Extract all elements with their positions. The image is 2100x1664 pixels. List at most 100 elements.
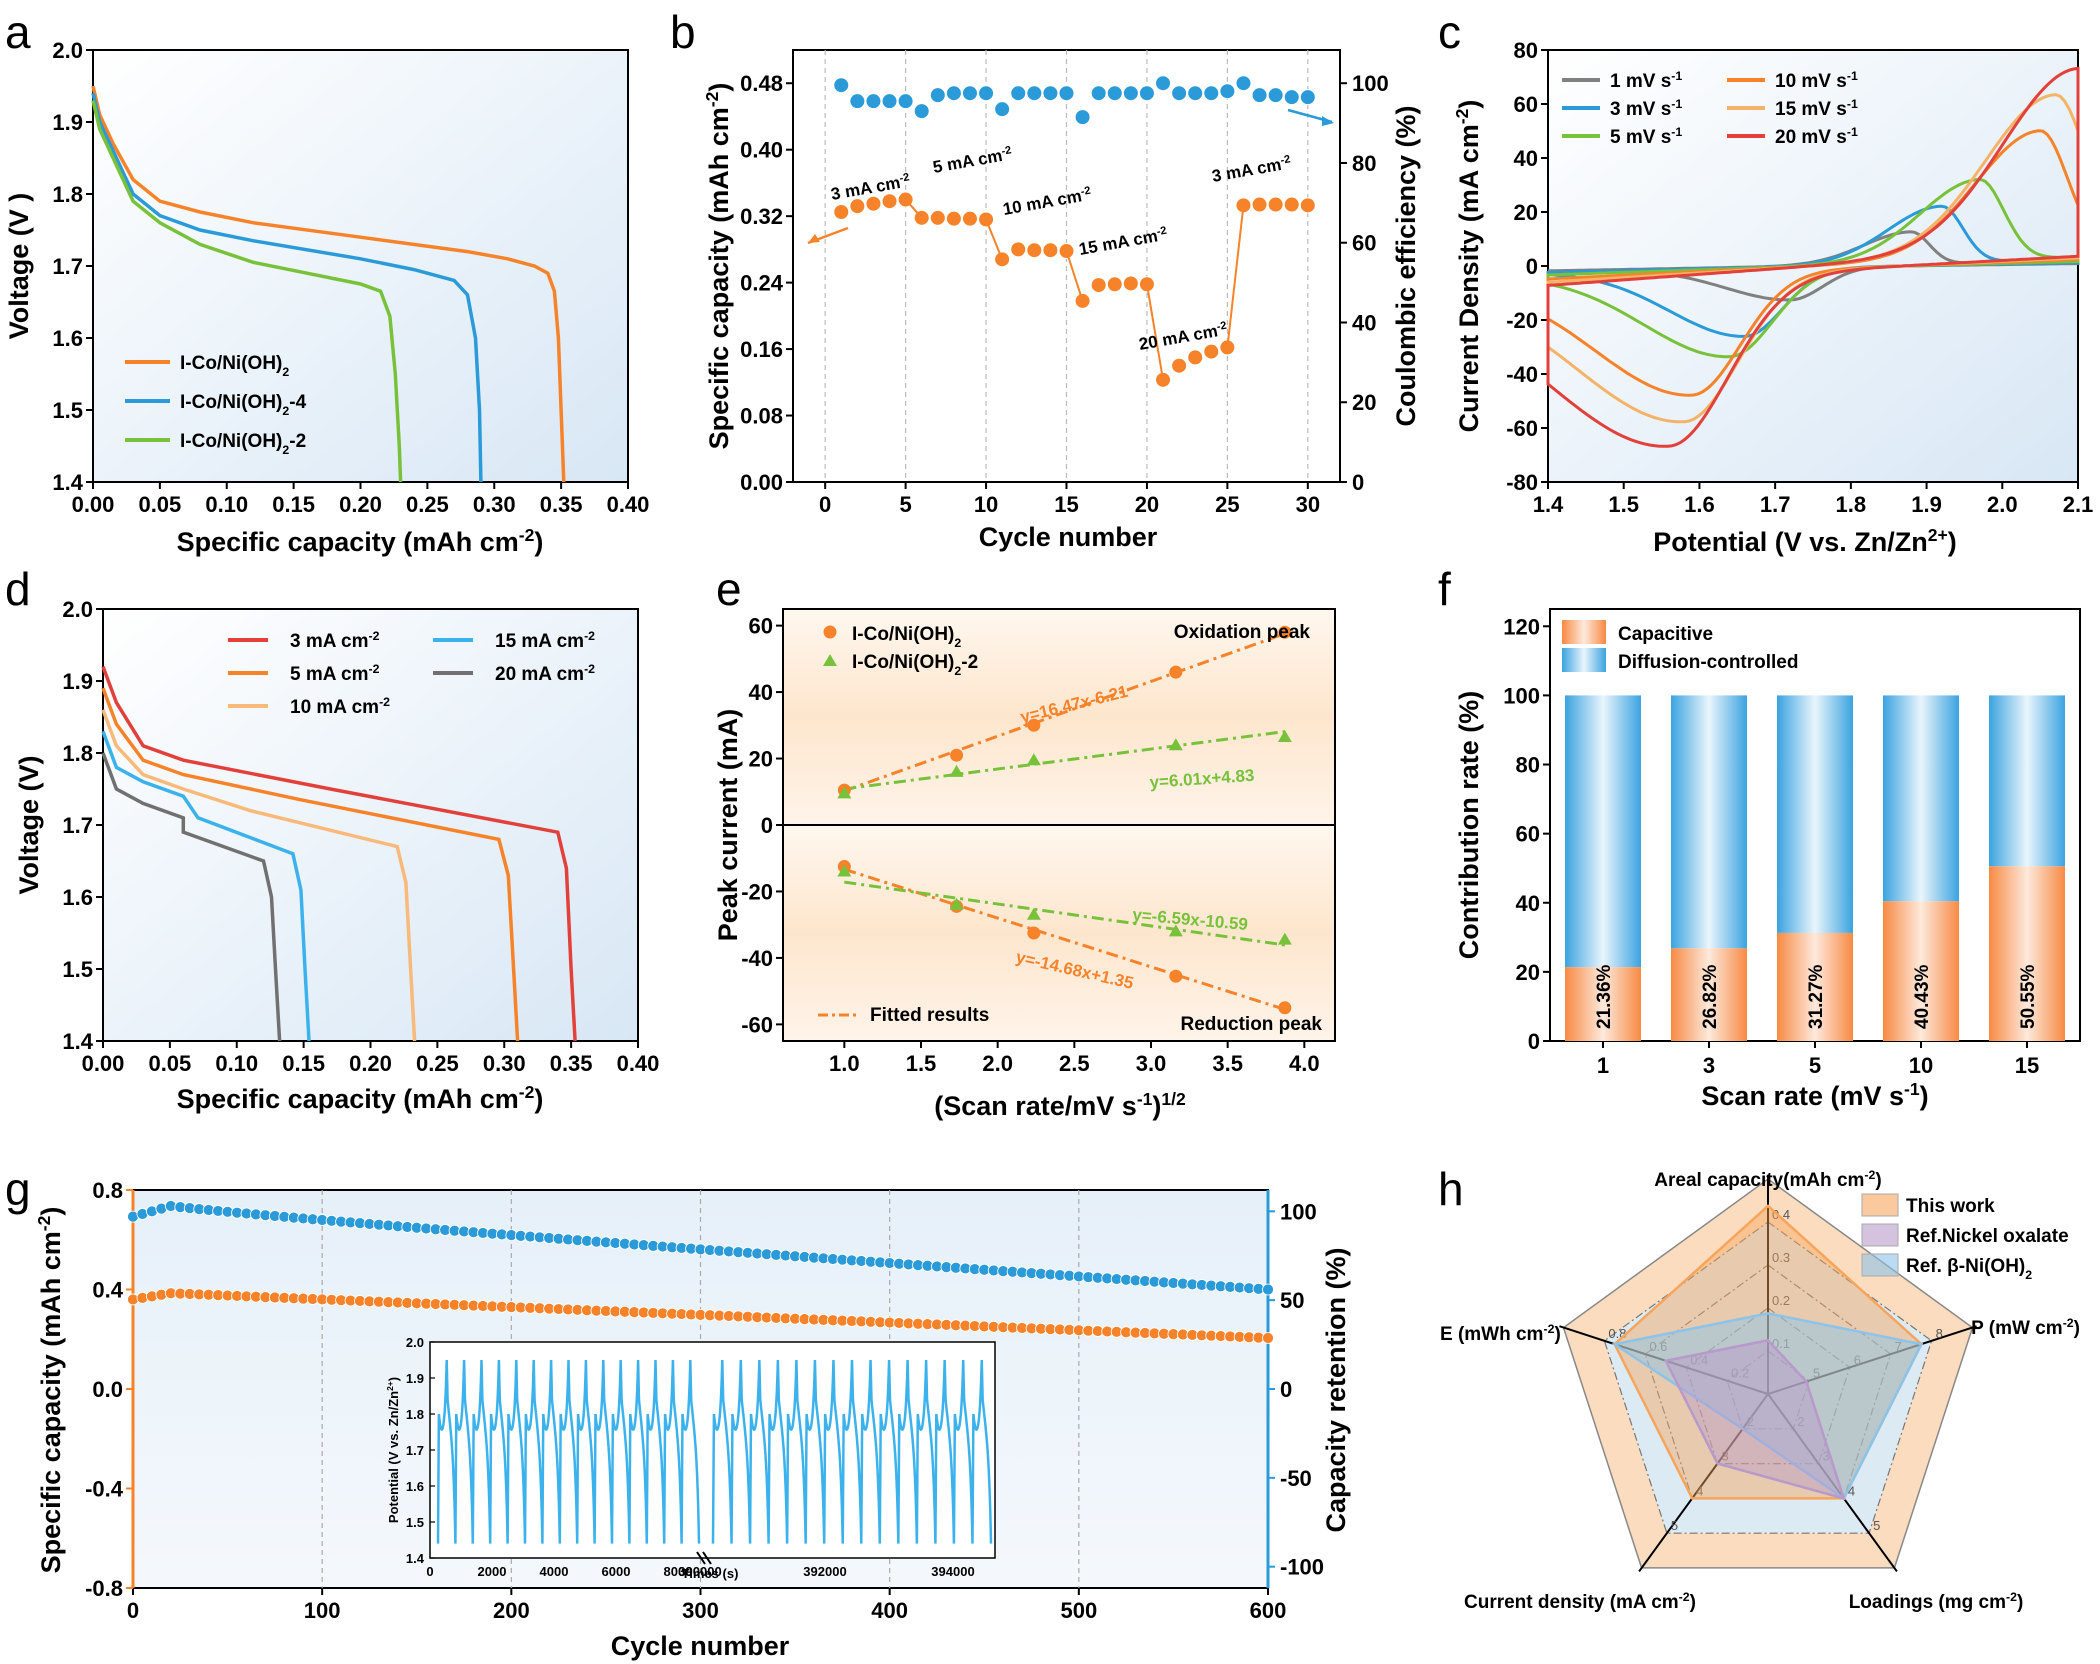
efficiency-point (833, 77, 850, 94)
legend-entry: 15 mA cm-2 (495, 629, 595, 652)
capacity-point (1171, 357, 1188, 374)
efficiency-point (945, 85, 962, 102)
y2-tick-label: -100 (1280, 1555, 1324, 1580)
cv-curve (1546, 66, 2080, 448)
diffusion-bar (1565, 695, 1641, 968)
inset-y-tick-label: 1.4 (406, 1551, 425, 1566)
efficiency-point (978, 85, 995, 102)
y-axis-label: Specific capacity (mAh cm-2) (702, 83, 734, 450)
x-tick-label: 0 (127, 1598, 139, 1623)
x-tick-label: 15 (1054, 492, 1078, 517)
legend-swatch (1562, 620, 1606, 644)
y-tick-label: -60 (741, 1012, 773, 1037)
x-tick-label: 1.7 (1760, 492, 1791, 517)
y-tick-label: 60 (1516, 822, 1540, 847)
fit-line (843, 632, 1286, 793)
y-tick-label: 0.0 (92, 1377, 123, 1402)
y-axis-label: Voltage (V) (14, 755, 44, 894)
oxidation-point-1 (950, 748, 964, 762)
inset-x-tick-label: 390000 (678, 1564, 721, 1579)
inset-x-tick-label: 0 (426, 1564, 433, 1579)
x-tick-label: 0.10 (205, 492, 248, 517)
y2-tick-label: 80 (1352, 151, 1376, 176)
reduction-bg (783, 825, 1335, 1041)
radar-axis-label: Current density (mA cm-2) (1464, 1590, 1696, 1613)
x-tick-label: 3.0 (1136, 1051, 1167, 1076)
efficiency-point (849, 93, 866, 110)
efficiency-point (865, 93, 882, 110)
x-axis-label: Cycle number (979, 522, 1158, 552)
bar-data-label: 21.36% (1594, 964, 1615, 1029)
inset-y-tick-label: 1.5 (406, 1515, 424, 1530)
retention-point (1262, 1283, 1274, 1296)
legend-entry: I-Co/Ni(OH)2 (852, 624, 961, 650)
x-tick-label: 1.5 (1608, 492, 1639, 517)
y-axis-label: Contribution rate (%) (1454, 691, 1484, 959)
legend-entry: 15 mV s-1 (1775, 97, 1858, 120)
efficiency-point (1171, 85, 1188, 102)
radar-axis-label: E (mWh cm-2) (1440, 1322, 1561, 1345)
y-tick-label: 1.4 (62, 1029, 93, 1054)
y-axis-label: Specific capacity (mAh cm-2) (34, 1207, 66, 1574)
x-tick-label: 0.15 (282, 1051, 325, 1076)
x-tick-label: 2.1 (2063, 492, 2094, 517)
y-tick-label: 100 (1503, 683, 1540, 708)
x-axis-label: Specific capacity (mAh cm-2) (177, 525, 544, 557)
oxidation-point-2 (1026, 753, 1041, 766)
y-tick-label: 0.32 (740, 204, 783, 229)
x-tick-label: 1.4 (1533, 492, 1564, 517)
oxidation-point-2 (1168, 738, 1183, 751)
x-tick-label: 3.5 (1212, 1051, 1243, 1076)
x-tick-label: 0.25 (416, 1051, 459, 1076)
capacity-point (1299, 197, 1316, 214)
x-tick-label: 0.30 (473, 492, 516, 517)
x-tick-label: 0.25 (406, 492, 449, 517)
legend-entry: I-Co/Ni(OH)2-4 (180, 392, 307, 418)
bar-data-label: 40.43% (1912, 964, 1933, 1029)
efficiency-point (1026, 85, 1043, 102)
x-tick-label: 0.10 (215, 1051, 258, 1076)
x-tick-label: 0 (819, 492, 831, 517)
y2-tick-label: 100 (1280, 1199, 1317, 1224)
legend-entry: Fitted results (870, 1005, 989, 1026)
y-tick-label: 60 (1514, 92, 1538, 117)
reduction-point-2 (949, 897, 964, 910)
y2-axis-label: Coulombic efficiency (%) (1391, 105, 1421, 426)
oxidation-point-1 (1169, 665, 1183, 679)
capacity-point (1262, 1332, 1274, 1344)
legend-entry: I-Co/Ni(OH)2 (180, 353, 289, 379)
reduction-point-1 (1027, 926, 1041, 940)
y-axis-label: Peak current (mA) (713, 709, 743, 942)
y-tick-label: 20 (749, 747, 773, 772)
x-tick-label: 0.15 (272, 492, 315, 517)
fit-line (843, 867, 1286, 1011)
radar-tick-label: 0.4 (1772, 1207, 1790, 1222)
y2-tick-label: 100 (1352, 71, 1389, 96)
reduction-label: Reduction peak (1181, 1014, 1323, 1035)
inset-y-tick-label: 1.8 (406, 1407, 424, 1422)
reduction-point-2 (1277, 932, 1292, 945)
inset-y-tick-label: 1.7 (406, 1443, 424, 1458)
legend-entry: 3 mV s-1 (1610, 97, 1682, 120)
radar-tick-label: 4 (1696, 1483, 1703, 1498)
inset-x-tick-label: 6000 (602, 1564, 631, 1579)
capacitive-bar (1565, 967, 1641, 1041)
bar-data-label: 26.82% (1700, 964, 1721, 1029)
y-tick-label: 0.08 (740, 404, 783, 429)
capacity-point (1203, 343, 1220, 360)
oxidation-point-2 (837, 786, 852, 799)
oxidation-point-2 (949, 764, 964, 777)
legend-entry: This work (1906, 1196, 1995, 1217)
legend-swatch (1861, 1223, 1899, 1247)
y-tick-label: 2.0 (62, 597, 93, 622)
efficiency-point (1155, 75, 1172, 92)
capacity-point (1187, 349, 1204, 366)
capacitive-bar (1777, 932, 1853, 1041)
panel-letter: b (670, 6, 696, 58)
x-tick-label: 0.40 (617, 1051, 660, 1076)
y-tick-label: 0.4 (92, 1278, 123, 1303)
x-tick-label: 1.8 (1836, 492, 1867, 517)
panel-letter: f (1438, 563, 1451, 615)
y-tick-label: -40 (741, 946, 773, 971)
